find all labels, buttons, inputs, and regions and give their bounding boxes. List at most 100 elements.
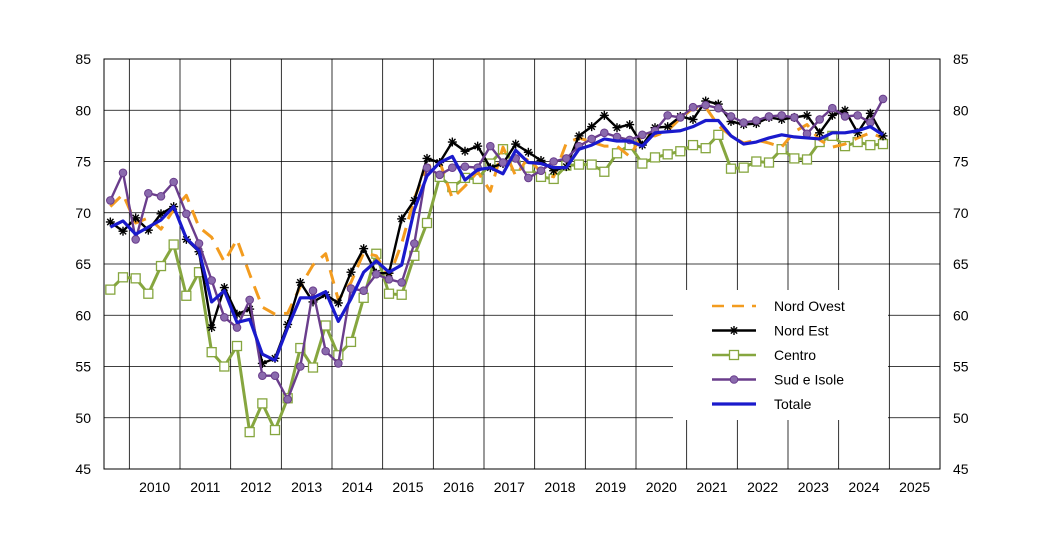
legend-label: Totale [774,396,812,412]
x-tick-label-year: 2019 [595,479,626,495]
data-point-star [333,298,343,308]
x-tick-label-year: 2012 [240,479,271,495]
data-point-circle [448,163,457,172]
data-point-circle [701,100,710,110]
data-point-square [219,361,230,372]
data-point-circle [245,295,254,305]
data-point-star [105,217,115,227]
data-point-circle [878,94,888,104]
data-point-star [207,323,217,333]
y-tick-label-left: 80 [75,102,91,118]
legend-label: Centro [774,347,816,363]
data-point-circle [258,371,267,381]
legend-entry-sud-e-isole: Sud e Isole [712,372,844,388]
data-point-circle [726,112,736,121]
data-point-circle [156,192,166,201]
data-point-circle [840,112,850,121]
legend-entry-centro: Centro [712,347,816,363]
data-point-circle [524,173,533,183]
data-point-square [105,284,116,295]
y-tick-label-right: 85 [953,51,969,67]
legend-entry-nord-ovest: Nord Ovest [712,298,845,314]
data-point-star [219,283,229,293]
data-point-star [599,110,609,120]
data-point-square [649,152,661,163]
data-point-square [257,398,268,409]
y-tick-label-left: 85 [75,51,91,67]
data-point-star [625,120,635,130]
data-point-circle [536,166,546,176]
data-point-square [877,138,889,150]
data-point-circle [410,239,419,248]
data-point-square [865,139,876,151]
x-tick-label-year: 2010 [139,479,170,495]
data-point-square [396,289,407,300]
data-point-circle [752,116,761,125]
data-point-star [118,226,128,236]
y-tick-label-right: 65 [953,256,969,272]
data-point-circle [321,346,330,356]
data-point-circle [549,157,558,166]
data-point-circle [220,313,229,322]
data-point-square [295,342,306,354]
data-point-star [574,131,584,141]
legend-label: Sud e Isole [774,372,844,388]
data-point-square [181,290,192,301]
data-point-square [776,144,787,155]
data-point-square [687,139,699,151]
data-point-circle [663,111,672,120]
data-point-circle [562,154,571,163]
x-tick-label-year: 2014 [342,479,373,495]
data-point-square [117,272,129,283]
data-point-star [447,137,457,147]
data-point-circle [384,275,394,284]
series-layer [105,94,889,438]
data-point-star [802,110,812,120]
data-point-square [728,349,740,361]
data-point-star [612,123,622,133]
y-tick-label-right: 55 [953,359,969,375]
plot-area [103,58,941,470]
data-point-circle [397,278,406,287]
data-point-square [320,320,331,331]
legend-entry-totale: Totale [712,396,812,412]
data-point-square [586,159,597,170]
data-point-square [206,346,217,358]
data-point-square [599,166,610,177]
data-point-circle [182,209,191,219]
data-point-square [345,336,357,348]
data-point-star [729,326,739,335]
data-point-circle [118,168,128,178]
data-point-square [637,158,648,169]
data-point-square [573,159,585,170]
data-point-square [307,362,319,373]
data-point-circle [283,395,292,404]
data-point-square [675,146,686,157]
data-point-circle [638,130,647,140]
y-tick-label-left: 60 [75,307,91,323]
data-point-star [688,114,698,124]
data-point-star [295,277,305,287]
data-point-star [473,141,483,151]
legend-entry-nord-est: Nord Est [712,323,829,339]
data-point-circle [232,323,242,332]
data-point-square [700,143,711,154]
data-point-star [460,146,470,156]
data-point-circle [729,375,739,384]
data-point-circle [296,362,305,371]
y-tick-label-right: 70 [953,205,969,221]
data-point-square [421,217,433,229]
data-point-circle [777,111,786,120]
data-point-circle [131,235,140,244]
x-tick-label-year: 2020 [646,479,677,495]
data-point-square [244,426,255,438]
data-point-square [725,163,737,174]
data-point-square [231,340,243,352]
x-tick-label-year: 2018 [544,479,575,495]
data-point-circle [435,170,444,180]
data-point-star [587,122,597,132]
data-point-circle [372,269,381,279]
data-point-star [156,209,166,219]
data-point-square [611,148,623,159]
data-point-circle [106,196,115,205]
